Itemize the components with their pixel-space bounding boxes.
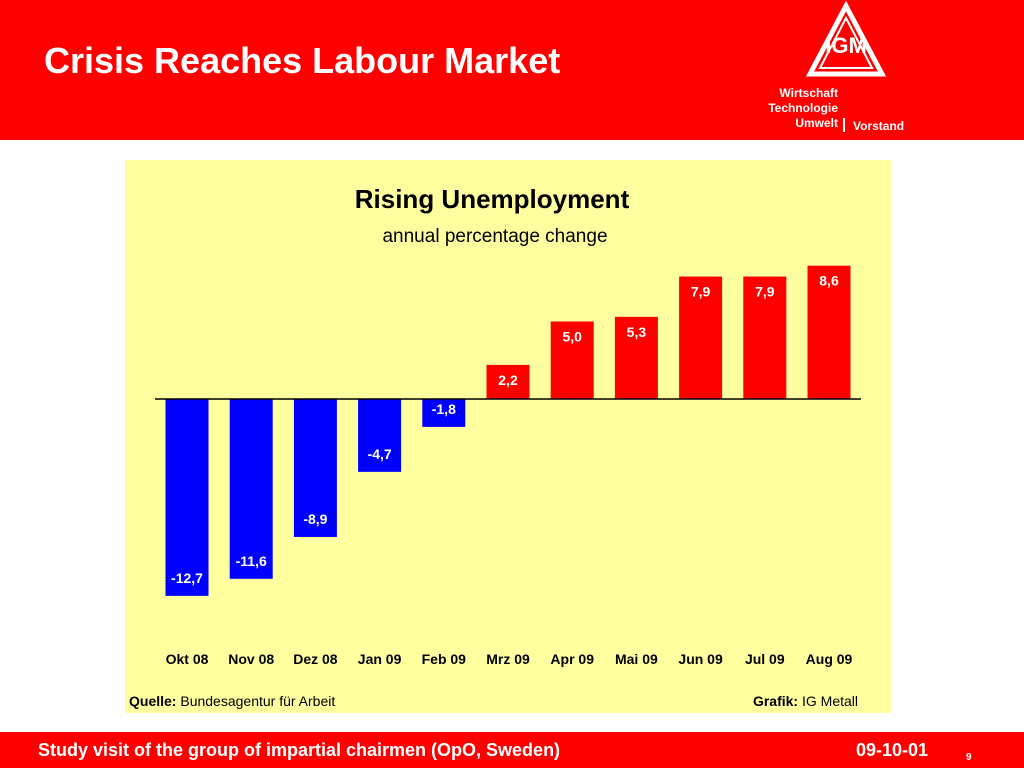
footer-text: Study visit of the group of impartial ch… — [38, 740, 561, 760]
data-label: 5,3 — [627, 324, 647, 340]
data-label: 8,6 — [819, 273, 839, 289]
bar-dez-08 — [293, 399, 337, 537]
department-lines: Wirtschaft Technologie Umwelt — [720, 86, 838, 131]
footer-date: 09-10-01 — [856, 740, 929, 760]
bar-jul-09 — [743, 276, 787, 399]
department-line-2: Technologie — [768, 101, 838, 115]
data-label: -11,6 — [236, 553, 267, 569]
source-note: Quelle: Bundesagentur für Arbeit — [129, 693, 335, 709]
data-label: -4,7 — [368, 446, 392, 462]
bar-aug-09 — [807, 265, 851, 399]
chart-panel: Rising Unemployment annual percentage ch… — [125, 160, 891, 713]
category-label: Jul 09 — [745, 651, 785, 667]
organisation-label: Vorstand — [853, 119, 905, 133]
chart-title: Rising Unemployment — [354, 184, 630, 214]
category-label: Apr 09 — [550, 651, 594, 667]
data-label: -8,9 — [303, 511, 327, 527]
graphic-value: IG Metall — [801, 693, 858, 709]
category-label: Jan 09 — [358, 651, 402, 667]
bar-mrz-09 — [486, 364, 530, 399]
data-label: 7,9 — [691, 284, 711, 300]
bar-jan-09 — [358, 399, 402, 472]
bar-apr-09 — [550, 321, 594, 399]
data-label: -12,7 — [171, 570, 203, 586]
header-bar: Crisis Reaches Labour Market IGM Wirtsch… — [0, 0, 1024, 140]
bar-nov-08 — [229, 399, 273, 579]
source-value: Bundesagentur für Arbeit — [180, 693, 336, 709]
graphic-note: Grafik: IG Metall — [753, 693, 858, 709]
department-line-1: Wirtschaft — [779, 86, 838, 100]
data-label: 5,0 — [562, 329, 582, 345]
ig-metall-logo: IGM — [806, 0, 886, 82]
data-label: -1,8 — [432, 401, 456, 417]
bar-jun-09 — [679, 276, 723, 399]
category-label: Jun 09 — [678, 651, 723, 667]
category-label: Aug 09 — [806, 651, 853, 667]
category-label: Feb 09 — [422, 651, 467, 667]
department-separator — [843, 118, 845, 132]
slide-title: Crisis Reaches Labour Market — [44, 40, 561, 81]
category-label: Mai 09 — [615, 651, 658, 667]
category-label: Nov 08 — [228, 651, 274, 667]
bar-okt-08 — [165, 399, 209, 596]
category-label: Dez 08 — [293, 651, 338, 667]
category-label: Okt 08 — [166, 651, 209, 667]
logo-text: IGM — [825, 33, 867, 58]
footer-bar: Study visit of the group of impartial ch… — [0, 732, 1024, 768]
page-number: 9 — [966, 752, 972, 763]
bar-mai-09 — [614, 316, 658, 399]
data-label: 2,2 — [498, 372, 518, 388]
bar-chart: -12,7 Okt 08 -11,6 Nov 08 -8,9 Dez 08 -4,7 Jan … — [155, 265, 861, 667]
data-label: 7,9 — [755, 284, 775, 300]
graphic-label: Grafik: — [752, 693, 799, 709]
category-label: Mrz 09 — [486, 651, 530, 667]
chart-subtitle: annual percentage change — [382, 226, 608, 247]
source-label: Quelle: — [129, 693, 177, 709]
department-line-3: Umwelt — [795, 116, 838, 130]
bar-feb-09 — [422, 399, 466, 427]
